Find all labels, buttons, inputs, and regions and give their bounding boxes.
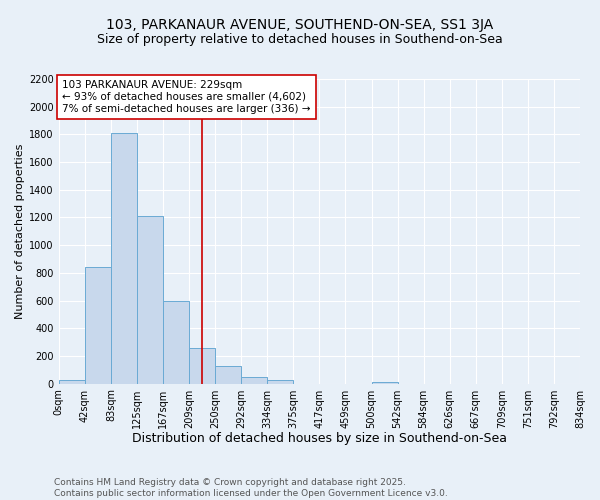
- Text: 103, PARKANAUR AVENUE, SOUTHEND-ON-SEA, SS1 3JA: 103, PARKANAUR AVENUE, SOUTHEND-ON-SEA, …: [106, 18, 494, 32]
- Text: Contains HM Land Registry data © Crown copyright and database right 2025.
Contai: Contains HM Land Registry data © Crown c…: [54, 478, 448, 498]
- X-axis label: Distribution of detached houses by size in Southend-on-Sea: Distribution of detached houses by size …: [132, 432, 507, 445]
- Text: 103 PARKANAUR AVENUE: 229sqm
← 93% of detached houses are smaller (4,602)
7% of : 103 PARKANAUR AVENUE: 229sqm ← 93% of de…: [62, 80, 310, 114]
- Bar: [241, 376, 267, 384]
- Bar: [189, 348, 215, 384]
- Bar: [267, 380, 293, 384]
- Bar: [371, 382, 398, 384]
- Text: Size of property relative to detached houses in Southend-on-Sea: Size of property relative to detached ho…: [97, 32, 503, 46]
- Bar: [111, 133, 137, 384]
- Bar: [163, 300, 189, 384]
- Y-axis label: Number of detached properties: Number of detached properties: [15, 144, 25, 319]
- Bar: [215, 366, 241, 384]
- Bar: [59, 380, 85, 384]
- Bar: [137, 216, 163, 384]
- Bar: [85, 268, 111, 384]
